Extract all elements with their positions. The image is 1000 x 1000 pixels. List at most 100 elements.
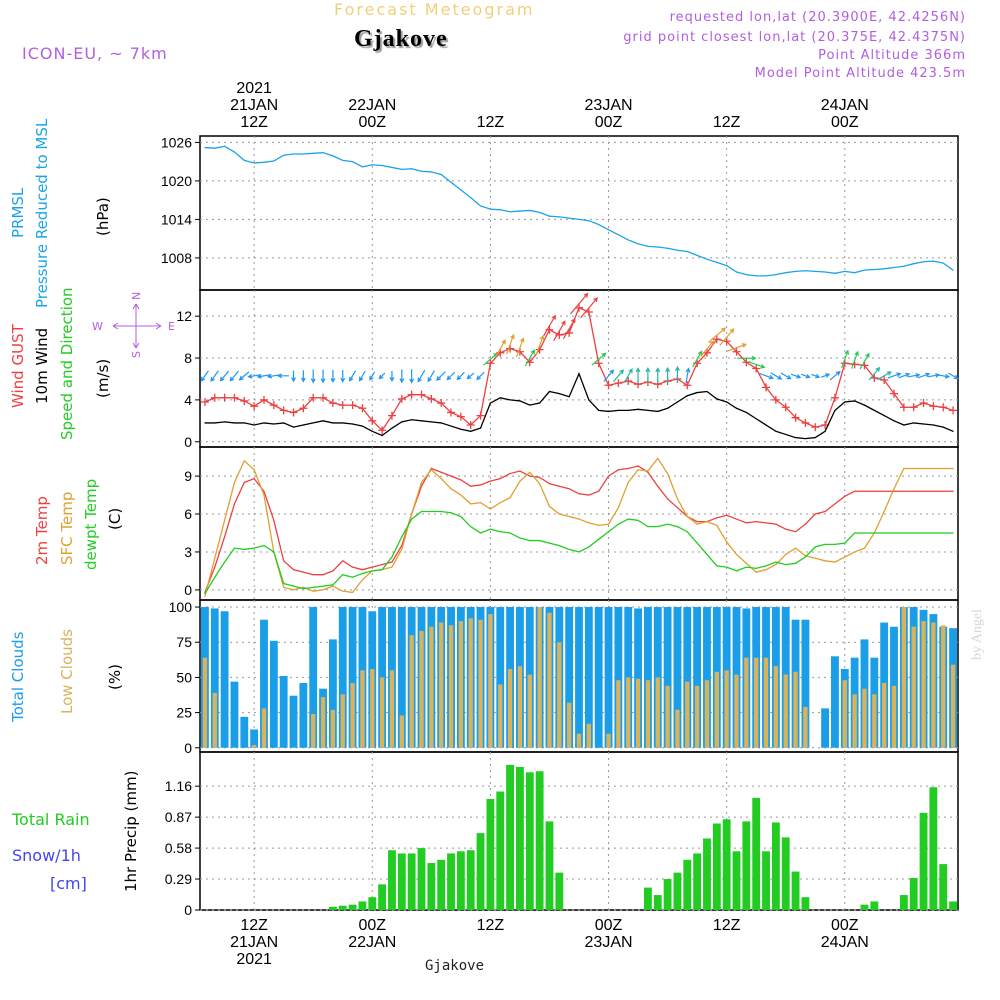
dewpt-temp-point <box>342 574 344 576</box>
dewpt-temp-line <box>204 510 954 595</box>
total-clouds-bar <box>663 607 672 748</box>
temp2m-point <box>745 522 747 524</box>
rain-bar <box>703 838 711 910</box>
temp2m-point <box>322 574 324 576</box>
sfc-temp-point <box>312 590 314 592</box>
sfc-temp-point <box>243 460 245 462</box>
gust-marker <box>801 418 810 427</box>
total-clouds-bar <box>604 607 613 748</box>
wind10-point <box>804 438 807 440</box>
dewpt-temp-point <box>479 532 482 534</box>
y-tick-label: 4 <box>184 392 192 408</box>
temp2m-point <box>273 519 275 521</box>
temp2m-point <box>519 470 521 472</box>
wind-direction-arrow <box>466 372 475 380</box>
rain-bar <box>722 819 731 910</box>
gust-marker <box>328 399 337 408</box>
pressure-point <box>204 146 206 149</box>
temp2m-point <box>696 521 698 523</box>
panel-frame-pressure <box>199 135 959 291</box>
temp2m-point <box>568 488 570 490</box>
pressure-point <box>214 147 216 149</box>
wind-direction-arrow <box>553 320 566 341</box>
bottom-time-label: 12Z <box>477 917 505 934</box>
low-clouds-bar <box>803 706 808 748</box>
gust-marker <box>250 402 259 411</box>
total-clouds-bar <box>220 611 229 748</box>
pressure-point <box>952 269 954 271</box>
temp2m-point <box>755 521 757 523</box>
top-time-label: 2021 <box>236 80 272 97</box>
sfc-temp-point <box>735 553 738 556</box>
dewpt-temp-point <box>637 519 639 521</box>
gust-marker <box>279 406 288 415</box>
low-clouds-bar <box>852 694 857 748</box>
pressure-point <box>450 181 452 183</box>
temp2m-point <box>539 476 541 478</box>
wind10-point <box>607 410 610 413</box>
sfc-temp-point <box>548 505 551 508</box>
total-clouds-bar <box>614 607 623 748</box>
precip-ylabel-rain: Total Rain <box>11 810 90 829</box>
wind-direction-arrow <box>727 343 747 352</box>
low-clouds-bar <box>350 683 355 748</box>
dewpt-temp-point <box>607 531 610 533</box>
low-clouds-bar <box>488 614 493 748</box>
pressure-point <box>224 145 226 147</box>
gust-marker <box>348 401 357 410</box>
pressure-point <box>598 223 600 226</box>
rain-bar <box>486 798 495 910</box>
temp2m-point <box>292 569 295 571</box>
compass-ns-arrows <box>132 303 140 349</box>
wind10-line <box>204 371 954 440</box>
wind10-point <box>302 424 304 426</box>
sfc-temp-point <box>332 585 334 587</box>
wind10-point <box>342 422 344 424</box>
temp2m-point <box>942 490 944 492</box>
top-time-label: 00Z <box>831 114 859 131</box>
clouds-ylabel-low: Low Clouds <box>58 629 76 714</box>
wind10-point <box>666 407 669 409</box>
low-clouds-bar <box>320 697 326 748</box>
temp2m-point <box>775 523 777 525</box>
low-clouds-bar <box>409 635 414 748</box>
sfc-temp-point <box>411 513 413 515</box>
rain-bar <box>909 877 918 910</box>
low-clouds-bar <box>202 657 208 748</box>
pressure-point <box>657 246 659 248</box>
pressure-point <box>568 217 570 219</box>
dewpt-temp-point <box>863 532 866 534</box>
gust-marker <box>230 393 239 402</box>
wind10-point <box>391 427 393 429</box>
wind-direction-arrow <box>369 371 376 381</box>
sfc-temp-point <box>922 467 925 470</box>
low-clouds-bar <box>439 622 444 748</box>
wind-direction-arrow <box>829 370 841 381</box>
wind10-point <box>883 415 885 417</box>
wind-direction-arrow <box>645 367 651 384</box>
wind-direction-arrow <box>665 366 671 384</box>
dewpt-temp-point <box>765 565 767 567</box>
wind-direction-arrow <box>917 372 931 379</box>
pressure-point <box>391 166 393 169</box>
low-clouds-bar <box>921 621 926 748</box>
y-tick-label: 100 <box>169 599 193 615</box>
pressure-unit-label: (hPa) <box>94 197 112 236</box>
bottom-time-label: 00Z <box>831 917 859 934</box>
rain-bar <box>535 771 544 910</box>
gust-marker <box>387 411 396 420</box>
wind10-point <box>765 424 767 426</box>
temp2m-point <box>332 570 334 572</box>
top-time-label: 12Z <box>240 114 268 131</box>
wind10-point <box>568 396 570 398</box>
wind10-point <box>814 436 816 439</box>
pressure-point <box>814 270 816 272</box>
total-clouds-bar <box>299 683 308 748</box>
temp2m-point <box>883 490 885 492</box>
wind-direction-arrow <box>719 328 735 346</box>
total-clouds-bar <box>584 607 593 748</box>
wind10-point <box>273 423 275 425</box>
dewpt-temp-point <box>794 562 797 564</box>
low-clouds-bar <box>704 680 710 748</box>
low-clouds-bar <box>340 694 345 748</box>
